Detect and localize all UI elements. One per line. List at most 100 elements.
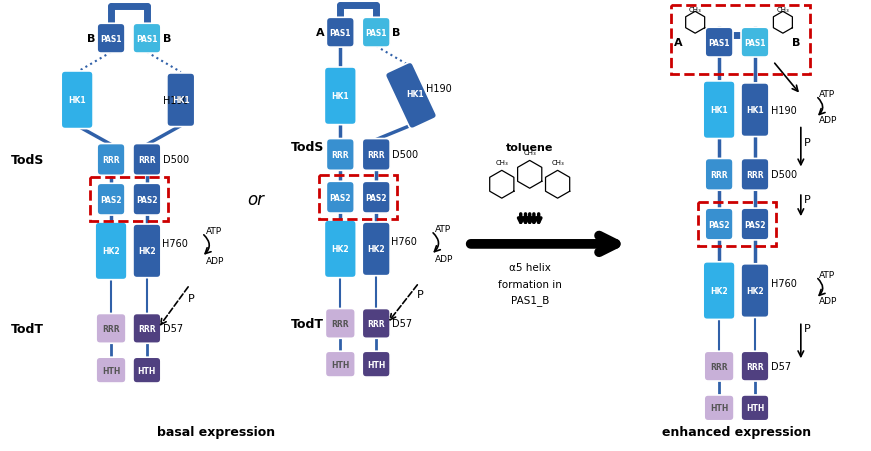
Bar xyxy=(699,202,776,246)
Text: HK1: HK1 xyxy=(68,96,86,105)
FancyBboxPatch shape xyxy=(324,221,356,278)
FancyBboxPatch shape xyxy=(704,351,734,381)
Text: ATP: ATP xyxy=(435,225,451,234)
Text: D57: D57 xyxy=(392,319,412,329)
Text: RRR: RRR xyxy=(332,151,349,160)
Text: PAS1: PAS1 xyxy=(329,28,351,37)
Text: RRR: RRR xyxy=(368,319,385,328)
Text: PAS1: PAS1 xyxy=(136,35,158,44)
FancyBboxPatch shape xyxy=(95,222,127,280)
Text: A: A xyxy=(316,28,325,38)
FancyBboxPatch shape xyxy=(741,209,769,240)
Text: ADP: ADP xyxy=(819,116,837,125)
FancyBboxPatch shape xyxy=(97,24,125,54)
Text: CH₃: CH₃ xyxy=(689,7,701,13)
Text: RRR: RRR xyxy=(746,362,764,371)
FancyBboxPatch shape xyxy=(741,159,769,191)
Text: HK2: HK2 xyxy=(138,247,156,256)
Text: PAS2: PAS2 xyxy=(708,220,730,229)
Text: CH₃: CH₃ xyxy=(551,160,564,166)
FancyBboxPatch shape xyxy=(133,24,161,54)
FancyBboxPatch shape xyxy=(706,159,733,191)
Text: TodS: TodS xyxy=(11,153,44,166)
Text: HTH: HTH xyxy=(138,366,156,375)
FancyBboxPatch shape xyxy=(706,209,733,240)
Text: HTH: HTH xyxy=(710,404,728,413)
FancyBboxPatch shape xyxy=(362,309,390,339)
Text: RRR: RRR xyxy=(102,324,120,333)
FancyBboxPatch shape xyxy=(386,63,436,129)
Text: B: B xyxy=(87,34,95,44)
Text: HK1: HK1 xyxy=(406,90,424,99)
FancyBboxPatch shape xyxy=(133,357,161,383)
Text: PAS1: PAS1 xyxy=(708,38,730,47)
Text: RRR: RRR xyxy=(746,170,764,179)
Text: PAS1: PAS1 xyxy=(100,35,122,44)
Text: TodT: TodT xyxy=(290,317,323,330)
FancyBboxPatch shape xyxy=(133,144,161,176)
Text: HTH: HTH xyxy=(367,360,385,369)
FancyBboxPatch shape xyxy=(741,84,769,137)
Text: RRR: RRR xyxy=(710,362,728,371)
Text: RRR: RRR xyxy=(710,170,728,179)
Text: PAS1: PAS1 xyxy=(366,28,387,37)
Text: ADP: ADP xyxy=(206,257,224,266)
Text: CH₃: CH₃ xyxy=(496,160,508,166)
Text: B: B xyxy=(392,28,401,38)
Text: ATP: ATP xyxy=(819,90,835,99)
Text: CH₃: CH₃ xyxy=(523,150,536,156)
Text: D500: D500 xyxy=(163,155,189,165)
FancyBboxPatch shape xyxy=(133,225,161,278)
FancyBboxPatch shape xyxy=(133,184,161,216)
Text: D500: D500 xyxy=(771,170,797,180)
Text: toluene: toluene xyxy=(506,143,553,153)
Text: H190: H190 xyxy=(771,106,797,115)
FancyBboxPatch shape xyxy=(324,68,356,125)
Text: HK1: HK1 xyxy=(746,106,764,115)
Bar xyxy=(90,178,168,221)
Text: ADP: ADP xyxy=(435,255,454,264)
FancyBboxPatch shape xyxy=(362,351,390,377)
Text: HK1: HK1 xyxy=(710,106,728,115)
Text: D57: D57 xyxy=(771,361,791,371)
FancyBboxPatch shape xyxy=(706,28,733,58)
Text: α5 helix: α5 helix xyxy=(509,262,550,272)
Text: PAS2: PAS2 xyxy=(366,193,387,202)
FancyBboxPatch shape xyxy=(741,351,769,381)
Text: RRR: RRR xyxy=(368,151,385,160)
FancyBboxPatch shape xyxy=(327,139,354,171)
FancyBboxPatch shape xyxy=(703,262,735,320)
Text: PAS1_B: PAS1_B xyxy=(510,295,549,305)
Text: RRR: RRR xyxy=(138,324,156,333)
Bar xyxy=(320,176,397,220)
Text: TodT: TodT xyxy=(11,322,44,335)
Text: RRR: RRR xyxy=(102,156,120,165)
FancyBboxPatch shape xyxy=(703,82,735,139)
Text: ATP: ATP xyxy=(819,271,835,280)
Text: A: A xyxy=(674,38,683,48)
Text: H190: H190 xyxy=(163,96,189,106)
FancyBboxPatch shape xyxy=(326,351,355,377)
Text: PAS2: PAS2 xyxy=(329,193,351,202)
Text: PAS2: PAS2 xyxy=(100,195,122,204)
Text: TodS: TodS xyxy=(290,141,324,154)
Text: HK2: HK2 xyxy=(102,247,120,256)
Text: HK2: HK2 xyxy=(368,245,385,254)
Text: H760: H760 xyxy=(771,278,797,288)
FancyBboxPatch shape xyxy=(167,74,195,127)
Text: PAS2: PAS2 xyxy=(744,220,766,229)
FancyBboxPatch shape xyxy=(97,184,125,216)
Text: D57: D57 xyxy=(163,324,183,334)
Text: H760: H760 xyxy=(391,236,417,246)
FancyBboxPatch shape xyxy=(327,18,354,48)
FancyBboxPatch shape xyxy=(133,314,161,344)
Text: HK2: HK2 xyxy=(746,286,764,295)
Text: HTH: HTH xyxy=(102,366,120,375)
Text: or: or xyxy=(247,191,264,209)
Text: P: P xyxy=(804,195,811,205)
Text: CH₃: CH₃ xyxy=(777,7,789,13)
Text: HTH: HTH xyxy=(331,360,349,369)
FancyBboxPatch shape xyxy=(362,182,390,214)
Text: enhanced expression: enhanced expression xyxy=(663,425,812,438)
Text: PAS2: PAS2 xyxy=(136,195,158,204)
